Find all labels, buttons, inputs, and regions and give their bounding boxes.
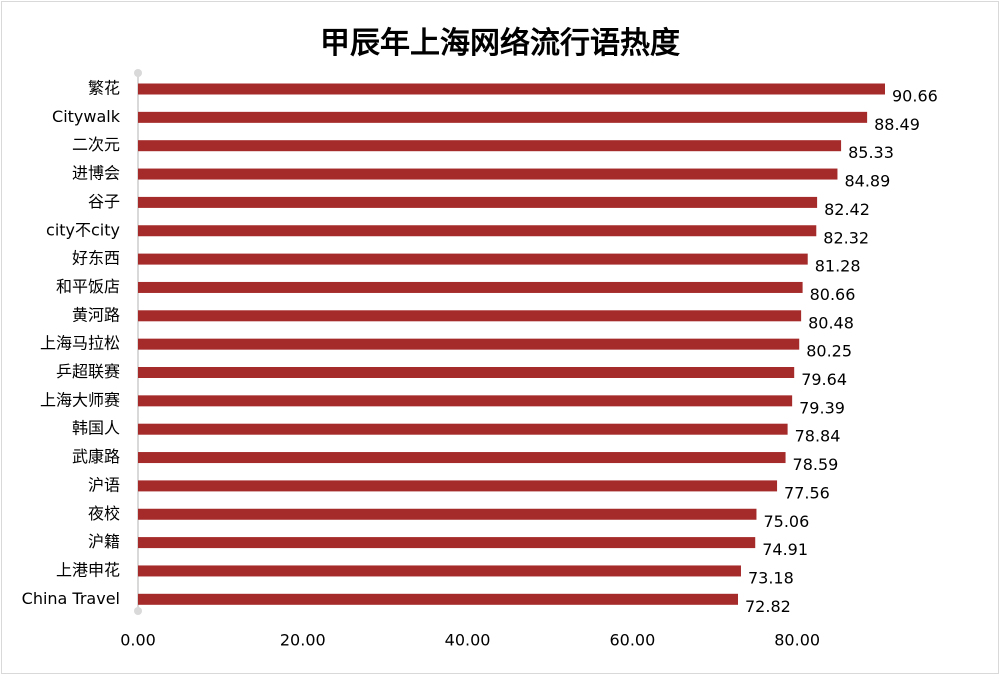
category-label: 上港申花 xyxy=(56,560,120,579)
bar xyxy=(138,508,757,520)
y-axis-end-marker xyxy=(134,607,142,615)
bar xyxy=(138,281,803,293)
bar xyxy=(138,111,868,123)
bar xyxy=(138,565,741,577)
bar xyxy=(138,593,739,605)
bar xyxy=(138,338,800,350)
category-label: 繁花 xyxy=(88,79,120,98)
x-tick-label: 0.00 xyxy=(120,631,156,650)
category-label: 韩国人 xyxy=(72,419,120,438)
data-label: 74.91 xyxy=(762,540,808,559)
bar xyxy=(138,253,808,265)
data-label: 79.39 xyxy=(799,398,845,417)
data-label: 78.59 xyxy=(793,455,839,474)
category-label: 上海马拉松 xyxy=(40,334,120,353)
bar xyxy=(138,225,817,237)
category-label: 上海大师赛 xyxy=(40,390,120,409)
category-label: Citywalk xyxy=(52,107,121,126)
category-label: 武康路 xyxy=(72,447,120,466)
data-label: 81.28 xyxy=(815,257,861,276)
data-label: 88.49 xyxy=(874,115,920,134)
data-label: 80.66 xyxy=(810,285,856,304)
x-tick-label: 80.00 xyxy=(774,631,820,650)
data-label: 73.18 xyxy=(748,568,794,587)
x-tick-label: 60.00 xyxy=(609,631,655,650)
bar xyxy=(138,140,842,152)
x-tick-label: 40.00 xyxy=(445,631,491,650)
bar xyxy=(138,367,795,378)
category-label: China Travel xyxy=(22,589,120,608)
category-label: 乒超联赛 xyxy=(56,362,120,381)
data-label: 80.25 xyxy=(806,342,852,361)
data-label: 84.89 xyxy=(844,172,890,191)
bar xyxy=(138,310,802,322)
y-axis-end-marker xyxy=(134,69,142,77)
category-label: 黄河路 xyxy=(72,305,120,324)
category-label: 谷子 xyxy=(88,192,120,211)
data-label: 78.84 xyxy=(795,427,841,446)
data-label: 82.32 xyxy=(823,228,869,247)
data-label: 90.66 xyxy=(892,87,938,106)
bar xyxy=(138,452,786,464)
bar xyxy=(138,395,793,407)
x-tick-label: 20.00 xyxy=(280,631,326,650)
data-label: 79.64 xyxy=(801,370,847,389)
bar xyxy=(138,423,788,435)
bar xyxy=(138,196,818,208)
category-label: city不city xyxy=(46,220,120,239)
chart-title: 甲辰年上海网络流行语热度 xyxy=(320,26,680,61)
category-label: 沪语 xyxy=(88,475,120,494)
category-label: 和平饭店 xyxy=(56,277,120,296)
data-label: 85.33 xyxy=(848,143,894,162)
category-label: 好东西 xyxy=(72,249,120,268)
bar xyxy=(138,168,838,180)
category-label: 夜校 xyxy=(88,504,120,523)
bar xyxy=(138,83,885,95)
data-label: 82.42 xyxy=(824,200,870,219)
bar xyxy=(138,537,756,549)
data-label: 77.56 xyxy=(784,483,830,502)
bar xyxy=(138,480,778,492)
category-label: 二次元 xyxy=(72,135,120,154)
category-label: 进博会 xyxy=(72,164,120,183)
data-label: 75.06 xyxy=(763,512,809,531)
category-label: 沪籍 xyxy=(88,532,120,551)
data-label: 72.82 xyxy=(745,597,791,616)
data-label: 80.48 xyxy=(808,313,854,332)
